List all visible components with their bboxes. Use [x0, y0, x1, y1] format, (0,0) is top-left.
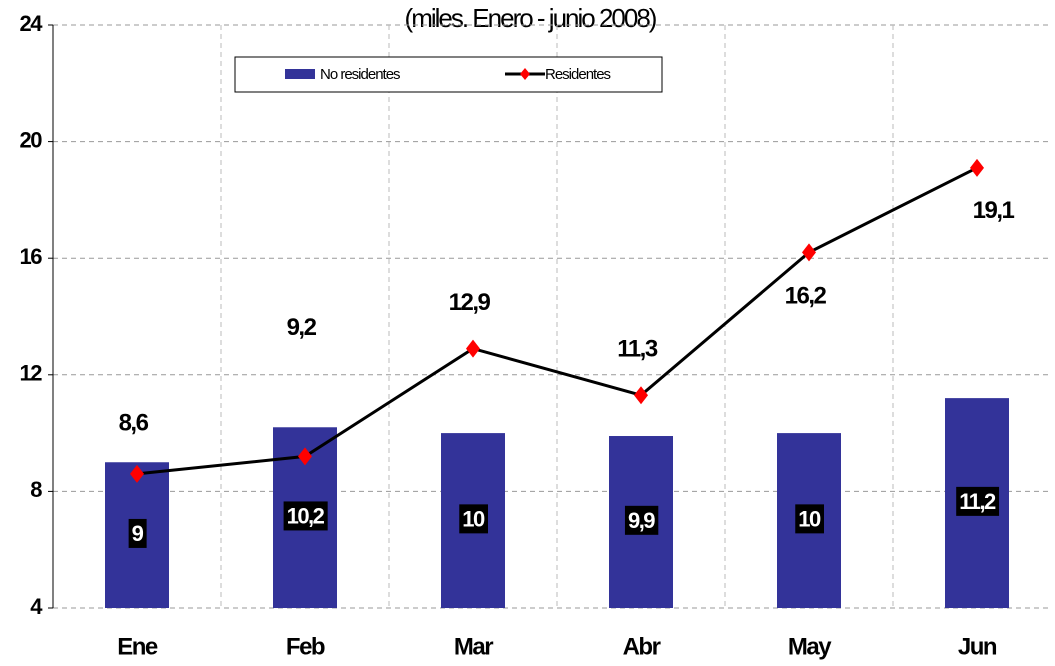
- bar-value-label: 10: [462, 506, 485, 531]
- y-tick-label: 8: [30, 477, 42, 502]
- marker: [466, 339, 480, 358]
- legend-label: No residentes: [320, 66, 400, 83]
- line: [136, 166, 978, 476]
- line-value-label: 16,2: [785, 283, 827, 310]
- bar-value-label: 11,2: [959, 489, 996, 514]
- bar-value-label: 10,2: [287, 503, 325, 528]
- chart-title: (miles. Enero - junio 2008): [405, 3, 657, 33]
- marker: [970, 158, 984, 177]
- bar-value-label-bg: [283, 501, 328, 531]
- line-value-label: 8,6: [119, 409, 149, 436]
- x-tick-label: May: [788, 633, 832, 660]
- marker: [298, 447, 312, 466]
- bar-value-label-bg: [624, 505, 659, 535]
- marker: [634, 386, 648, 405]
- y-tick-label: 16: [20, 244, 43, 269]
- marker: [130, 464, 144, 483]
- y-tick-label: 24: [20, 11, 44, 36]
- line-value-label: 19,1: [973, 197, 1015, 224]
- x-tick-label: Mar: [454, 633, 493, 660]
- bar-value-label-bg: [795, 504, 824, 534]
- y-tick-label: 20: [20, 127, 43, 152]
- bar-value-label-bg: [128, 518, 147, 548]
- marker: [802, 243, 816, 262]
- bar-value-label-bg: [956, 486, 1000, 516]
- x-tick-label: Abr: [623, 633, 661, 660]
- bar-value-label-bg: [459, 504, 488, 534]
- x-tick-label: Feb: [286, 633, 325, 660]
- bar-value-label: 9: [132, 521, 144, 546]
- x-tick-label: Ene: [117, 633, 158, 660]
- line-value-label: 11,3: [617, 336, 658, 363]
- bar-value-label: 9,9: [628, 508, 655, 533]
- x-tick-label: Jun: [958, 633, 997, 660]
- legend-marker: [520, 68, 530, 80]
- line-value-label: 12,9: [449, 289, 491, 316]
- legend-label: Residentes: [545, 66, 611, 83]
- bar-value-label: 10: [798, 506, 821, 531]
- y-tick-label: 12: [20, 361, 43, 386]
- legend-swatch: [285, 69, 315, 79]
- line-value-label: 9,2: [287, 314, 317, 341]
